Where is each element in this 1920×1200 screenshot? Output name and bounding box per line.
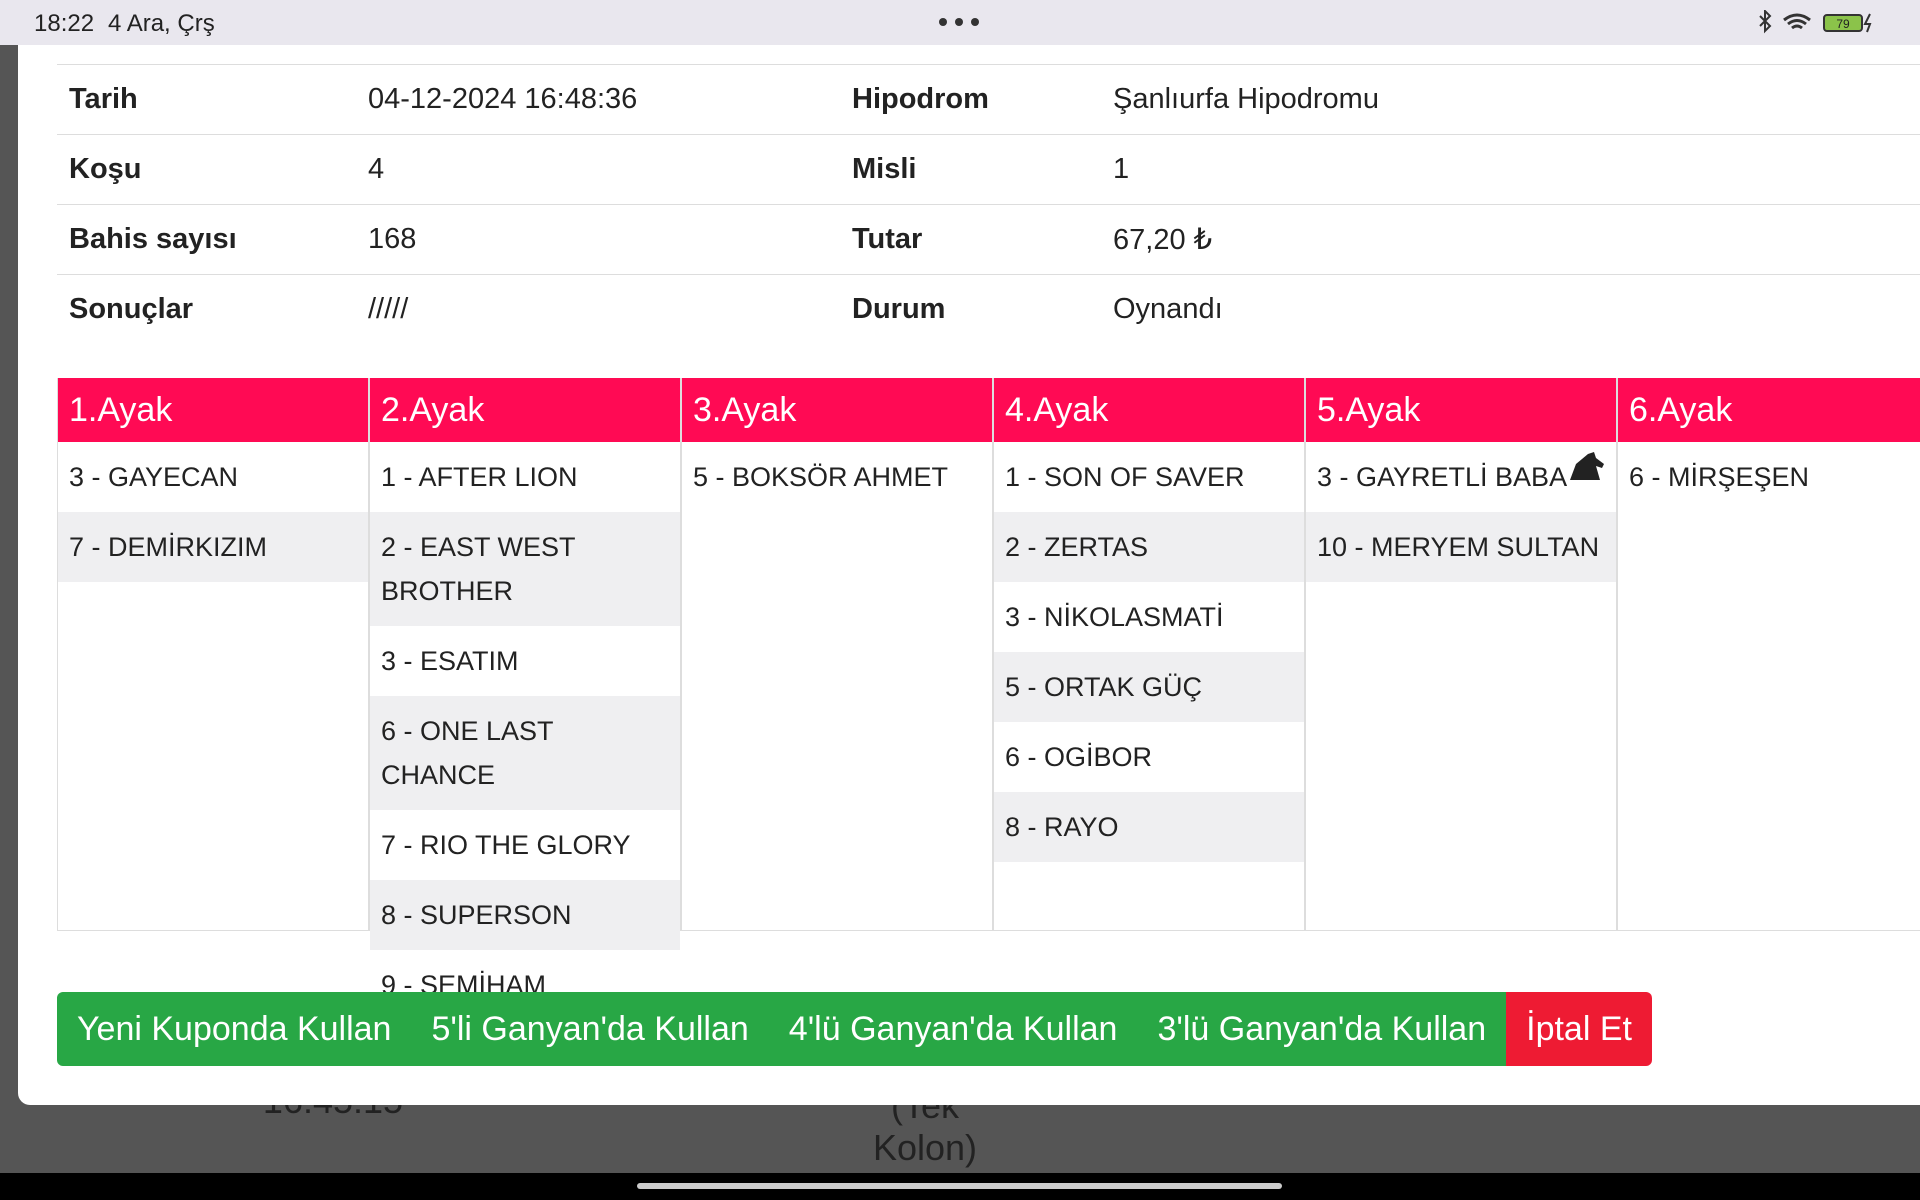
cancel-button[interactable]: İptal Et bbox=[1506, 992, 1652, 1066]
home-indicator bbox=[637, 1183, 1282, 1189]
info-value: 168 bbox=[368, 223, 417, 255]
info-row: Tarih 04-12-2024 16:48:36 Hipodrom Şanlıurf… bbox=[57, 64, 1920, 134]
action-button[interactable]: 3'lü Ganyan'da Kullan bbox=[1137, 992, 1507, 1066]
info-value: ///// bbox=[368, 293, 409, 325]
nav-bar bbox=[0, 1173, 1920, 1200]
date: 4 Ara, Çrş bbox=[108, 10, 215, 37]
leg-column: 6.Ayak 6 - MİRŞEŞEN bbox=[1617, 378, 1920, 931]
horse-item: 3 - NİKOLASMATİ bbox=[1005, 602, 1224, 632]
horse-item: 7 - DEMİRKIZIM bbox=[58, 512, 368, 582]
button-bar: Yeni Kuponda Kullan 5'li Ganyan'da Kullan… bbox=[57, 992, 1652, 1066]
info-label: Tutar bbox=[852, 223, 923, 255]
horse-item: 1 - SON OF SAVER bbox=[1005, 462, 1245, 492]
leg-column: 2.Ayak 1 - AFTER LION 2 - EAST WEST BROTHE… bbox=[369, 378, 681, 1000]
leg-header: 4.Ayak bbox=[994, 378, 1304, 442]
info-label: Hipodrom bbox=[852, 83, 989, 115]
horse-item: 2 - EAST WEST BROTHER bbox=[370, 512, 680, 626]
info-value: 1 bbox=[1113, 153, 1130, 185]
horse-item: 3 - GAYECAN bbox=[69, 462, 239, 492]
info-value: 67,20 ₺ bbox=[1113, 224, 1213, 256]
horse-item: 10 - MERYEM SULTAN bbox=[1306, 512, 1616, 582]
horse-item: 1 - AFTER LION bbox=[381, 462, 578, 492]
horse-icon bbox=[1570, 452, 1604, 480]
leg-column: 5.Ayak 3 - GAYRETLİ BABA 10 - MERYEM SULTA… bbox=[1305, 378, 1617, 931]
modal: Tarih 04-12-2024 16:48:36 Hipodrom Şanlıurf… bbox=[18, 45, 1920, 1105]
horse-item: 8 - SUPERSON bbox=[370, 880, 680, 950]
status-icons: 79 bbox=[1759, 10, 1872, 34]
info-row: Bahis sayısı 168 Tutar 67,20 ₺ bbox=[57, 204, 1920, 274]
info-value: Oynandı bbox=[1113, 293, 1223, 325]
info-label: Durum bbox=[852, 293, 946, 325]
dots bbox=[939, 18, 979, 26]
time: 18:22 bbox=[34, 10, 95, 37]
info-table: Tarih 04-12-2024 16:48:36 Hipodrom Şanlıurf… bbox=[57, 64, 1920, 344]
horse-item: 6 - OGİBOR bbox=[1005, 742, 1153, 772]
info-label: Koşu bbox=[69, 153, 142, 185]
leg-column: 4.Ayak 1 - SON OF SAVER 2 - ZERTAS 3 - NİKO… bbox=[993, 378, 1305, 931]
leg-header: 1.Ayak bbox=[58, 378, 368, 442]
leg-header: 5.Ayak bbox=[1306, 378, 1616, 442]
horse-item: 6 - ONE LAST CHANCE bbox=[370, 696, 680, 810]
horse-item: 3 - ESATIM bbox=[381, 646, 519, 676]
leg-column: 1.Ayak 3 - GAYECAN 7 - DEMİRKIZIM bbox=[57, 378, 369, 931]
action-button[interactable]: 5'li Ganyan'da Kullan bbox=[411, 992, 769, 1066]
info-value: Şanlıurfa Hipodromu bbox=[1113, 83, 1379, 115]
leg-header: 3.Ayak bbox=[682, 378, 992, 442]
horse-item: 6 - MİRŞEŞEN bbox=[1629, 462, 1810, 492]
info-label: Bahis sayısı bbox=[69, 223, 237, 255]
info-label: Misli bbox=[852, 153, 917, 185]
info-row: Koşu 4 Misli 1 bbox=[57, 134, 1920, 204]
battery: 79 bbox=[1836, 17, 1850, 31]
info-label: Sonuçlar bbox=[69, 293, 194, 325]
horse-item: 5 - BOKSÖR AHMET bbox=[693, 462, 949, 492]
horse-item: 5 - ORTAK GÜÇ bbox=[994, 652, 1304, 722]
leg-header: 6.Ayak bbox=[1618, 378, 1920, 442]
legs-grid: 1.Ayak 3 - GAYECAN 7 - DEMİRKIZIM 2.Ayak 1 -… bbox=[57, 378, 1920, 1000]
leg-header: 2.Ayak bbox=[370, 378, 680, 442]
horse-item: 2 - ZERTAS bbox=[994, 512, 1304, 582]
action-button[interactable]: Yeni Kuponda Kullan bbox=[57, 992, 412, 1066]
info-label: Tarih bbox=[69, 83, 138, 115]
leg-column: 3.Ayak 5 - BOKSÖR AHMET bbox=[681, 378, 993, 931]
info-row: Sonuçlar ///// Durum Oynandı bbox=[57, 274, 1920, 344]
horse-item: 8 - RAYO bbox=[994, 792, 1304, 862]
horse-item: 7 - RIO THE GLORY bbox=[381, 830, 631, 860]
info-value: 4 bbox=[368, 153, 385, 185]
bg-text: Kolon) bbox=[872, 1127, 978, 1168]
status-bar: 18:22 4 Ara, Çrş 79 bbox=[0, 0, 1920, 45]
action-button[interactable]: 4'lü Ganyan'da Kullan bbox=[768, 992, 1138, 1066]
horse-item: 3 - GAYRETLİ BABA bbox=[1317, 462, 1568, 492]
info-value: 04-12-2024 16:48:36 bbox=[368, 83, 638, 115]
